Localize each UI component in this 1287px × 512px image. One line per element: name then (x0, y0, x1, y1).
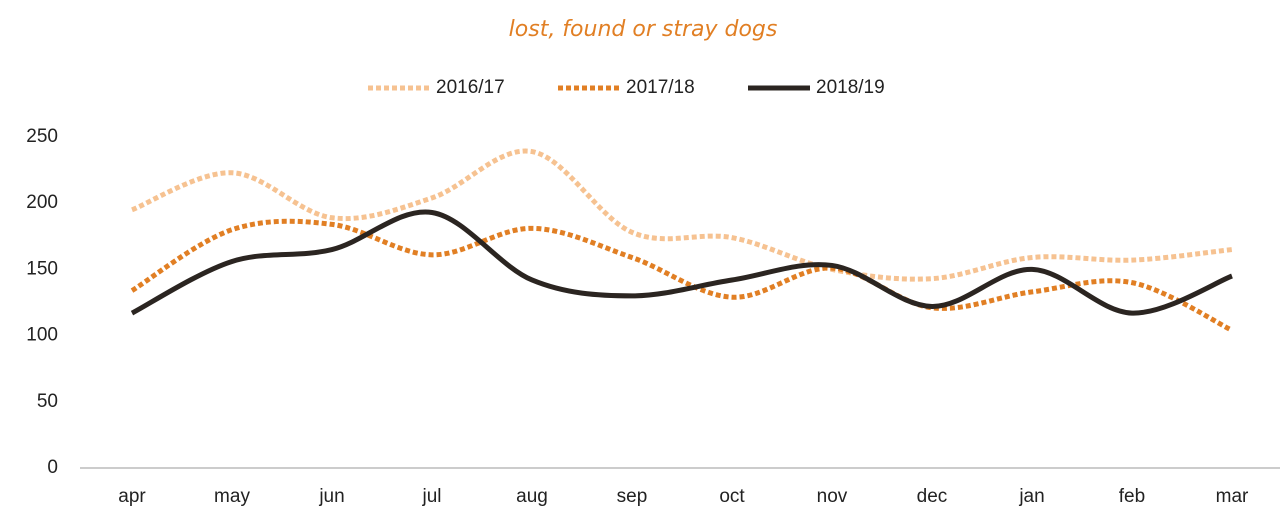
legend-label: 2016/17 (436, 77, 505, 98)
x-tick-label: jul (421, 486, 441, 507)
x-tick-label: sep (617, 486, 648, 507)
series-line (131, 148, 1233, 282)
x-tick-label: dec (917, 486, 948, 507)
x-tick-label: may (214, 486, 250, 507)
x-tick-label: oct (719, 486, 745, 507)
x-tick-label: jun (318, 486, 344, 507)
x-tick-label: apr (118, 486, 146, 507)
x-tick-label: mar (1216, 486, 1249, 507)
y-tick-label: 250 (26, 126, 58, 147)
y-tick-label: 100 (26, 325, 58, 346)
series-line (130, 218, 1234, 333)
x-tick-label: feb (1119, 486, 1145, 507)
x-tick-label: aug (516, 486, 548, 507)
x-tick-label: jan (1018, 486, 1044, 507)
x-tick-label: nov (817, 486, 848, 507)
y-tick-label: 150 (26, 258, 58, 279)
y-tick-label: 0 (47, 457, 58, 478)
series-line (130, 209, 1233, 316)
y-tick-label: 200 (26, 192, 58, 213)
legend-label: 2018/19 (816, 77, 885, 98)
y-tick-label: 50 (37, 391, 58, 412)
chart-title: lost, found or stray dogs (509, 17, 778, 42)
legend-label: 2017/18 (626, 77, 695, 98)
